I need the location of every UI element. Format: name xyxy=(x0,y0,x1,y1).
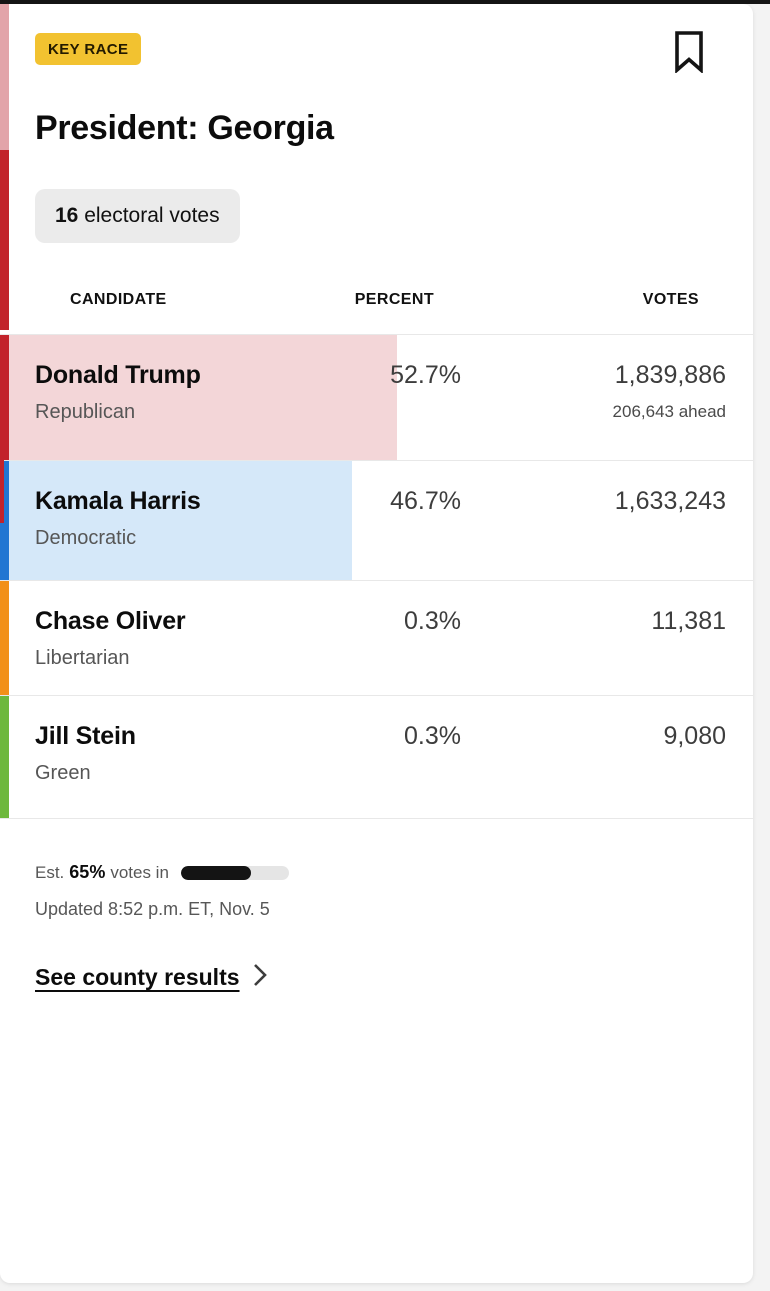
results-table-header: CANDIDATE PERCENT VOTES xyxy=(35,291,726,334)
est-percent: 65% xyxy=(69,862,106,882)
header-candidate: CANDIDATE xyxy=(70,291,167,308)
bookmark-icon xyxy=(674,31,704,76)
est-prefix: Est. xyxy=(35,862,65,882)
race-title: President: Georgia xyxy=(35,109,334,147)
candidate-party: Republican xyxy=(35,401,136,423)
margin-ahead-note xyxy=(461,763,726,764)
chevron-right-icon xyxy=(252,960,268,994)
updated-timestamp: Updated 8:52 p.m. ET, Nov. 5 xyxy=(35,899,270,919)
results-table: Donald Trump Republican 52.7% 1,839,886 … xyxy=(0,334,753,819)
margin-ahead-note xyxy=(461,528,726,529)
votes-value: 9,080 xyxy=(663,722,726,750)
card-footer: Est. 65% votes in Updated 8:52 p.m. ET, … xyxy=(0,862,753,994)
percent-bar xyxy=(0,461,352,580)
see-county-results-label: See county results xyxy=(35,963,240,990)
bookmark-button[interactable] xyxy=(674,31,704,76)
candidate-party: Democratic xyxy=(35,527,137,549)
margin-ahead-note xyxy=(461,648,726,649)
candidate-name: Kamala Harris xyxy=(35,487,201,515)
party-color-strip xyxy=(0,581,9,695)
votes-value: 1,839,886 xyxy=(614,361,726,389)
candidate-row-oliver: Chase Oliver Libertarian 0.3% 11,381 xyxy=(0,580,753,695)
candidate-name: Donald Trump xyxy=(35,361,201,389)
party-color-strip xyxy=(0,335,9,460)
left-rail-red-segment xyxy=(0,150,9,330)
percent-value: 0.3% xyxy=(404,722,461,750)
page-top-border xyxy=(0,0,770,4)
candidate-row-trump: Donald Trump Republican 52.7% 1,839,886 … xyxy=(0,334,753,460)
candidate-party: Green xyxy=(35,762,91,784)
percent-value: 46.7% xyxy=(390,487,461,515)
est-votes-in: Est. 65% votes in xyxy=(35,862,726,883)
electoral-votes-pill: 16 electoral votes xyxy=(35,189,240,243)
left-rail-red-sliver xyxy=(0,456,4,523)
party-color-strip xyxy=(0,696,9,818)
candidate-party: Libertarian xyxy=(35,647,130,669)
votes-value: 1,633,243 xyxy=(614,487,726,515)
see-county-results-link[interactable]: See county results xyxy=(35,960,268,994)
card-header: KEY RACE President: Georgia 16 electoral… xyxy=(0,4,753,334)
key-race-badge: KEY RACE xyxy=(35,33,142,65)
electoral-votes-count: 16 xyxy=(55,204,79,227)
est-suffix: votes in xyxy=(110,862,169,882)
candidate-name: Jill Stein xyxy=(35,722,136,750)
percent-value: 52.7% xyxy=(390,361,461,389)
margin-ahead-note: 206,643 ahead xyxy=(612,402,726,421)
percent-value: 0.3% xyxy=(404,607,461,635)
party-color-strip xyxy=(0,461,9,580)
header-votes: VOTES xyxy=(642,291,699,308)
candidate-name: Chase Oliver xyxy=(35,607,186,635)
candidate-row-stein: Jill Stein Green 0.3% 9,080 xyxy=(0,695,753,819)
candidate-row-harris: Kamala Harris Democratic 46.7% 1,633,243 xyxy=(0,460,753,580)
left-rail-top-segment xyxy=(0,4,9,150)
reporting-progress-bar xyxy=(180,865,289,880)
electoral-votes-label: electoral votes xyxy=(84,204,220,227)
race-card: KEY RACE President: Georgia 16 electoral… xyxy=(0,4,753,1283)
reporting-progress-fill xyxy=(180,865,252,880)
votes-value: 11,381 xyxy=(651,607,726,635)
header-percent: PERCENT xyxy=(354,291,434,308)
percent-bar xyxy=(0,335,397,460)
